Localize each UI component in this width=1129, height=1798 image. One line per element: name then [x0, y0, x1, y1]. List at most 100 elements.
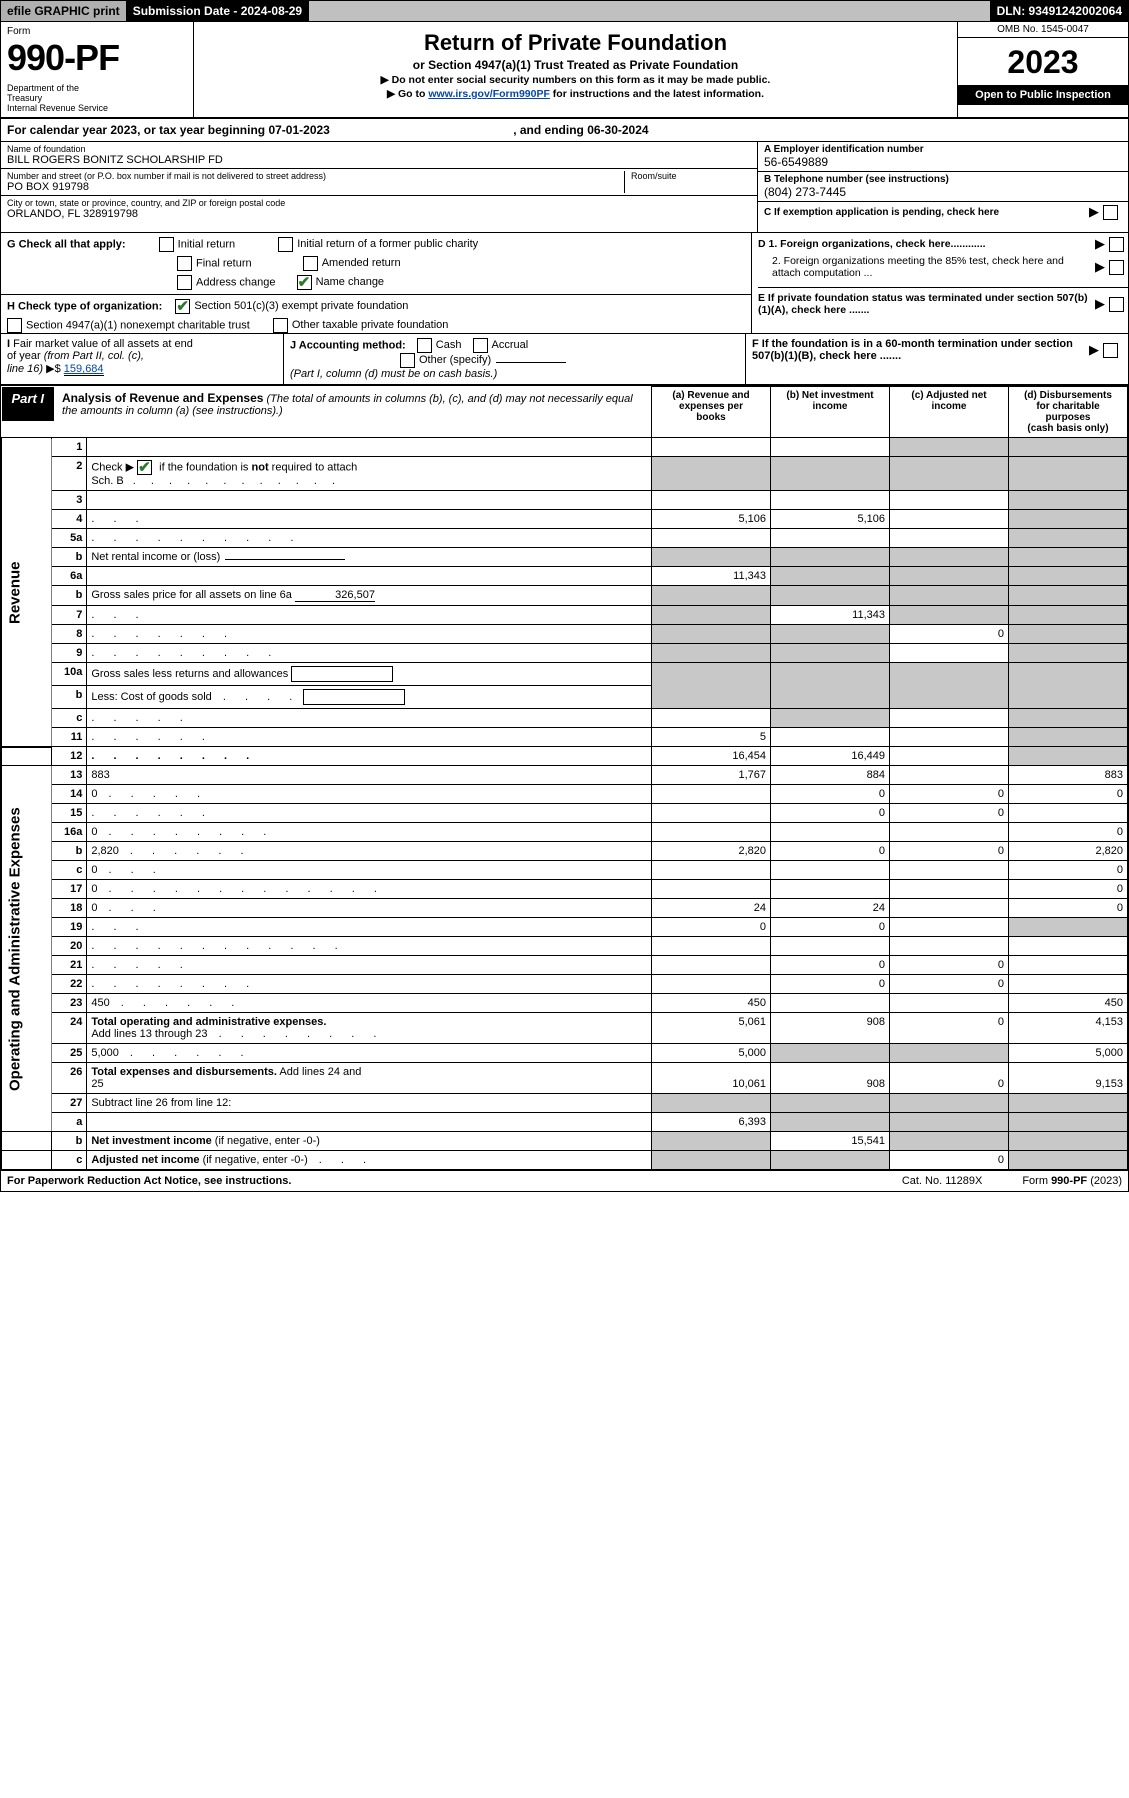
- exemption-pending: C If exemption application is pending, c…: [758, 202, 1128, 232]
- row-25: 5,000 . . . . . .: [87, 1044, 652, 1063]
- checkbox-e[interactable]: [1109, 297, 1124, 312]
- row-7: . . .: [87, 606, 652, 625]
- row-4: . . .: [87, 510, 652, 529]
- row-6a: [87, 567, 652, 586]
- revenue-side-label: Revenue: [2, 438, 52, 747]
- calendar-year-line: For calendar year 2023, or tax year begi…: [1, 119, 1128, 142]
- form-title: Return of Private Foundation: [202, 30, 949, 56]
- row-20: . . . . . . . . . . . .: [87, 937, 652, 956]
- part1-desc: Analysis of Revenue and Expenses (The to…: [54, 387, 651, 421]
- j-section: J Accounting method: Cash Accrual Other …: [284, 334, 746, 384]
- foundation-name-cell: Name of foundation BILL ROGERS BONITZ SC…: [1, 142, 757, 169]
- form-990pf: 990-PF: [7, 37, 119, 78]
- dept-treasury: Department of theTreasuryInternal Revenu…: [7, 83, 187, 113]
- row-12: . . . . . . . .: [87, 747, 652, 766]
- omb-no: OMB No. 1545-0047: [958, 22, 1128, 38]
- part1-label: Part I: [2, 387, 55, 421]
- expenses-side-label: Operating and Administrative Expenses: [2, 766, 52, 1132]
- row-27b: Net investment income (if negative, ente…: [87, 1132, 652, 1151]
- ein-cell: A Employer identification number 56-6549…: [758, 142, 1128, 172]
- f-section: F If the foundation is in a 60-month ter…: [746, 334, 1128, 384]
- row-11: . . . . . .: [87, 728, 652, 747]
- row-27a: [87, 1113, 652, 1132]
- open-inspection: Open to Public Inspection: [958, 85, 1128, 105]
- row-16b: 2,820 . . . . . .: [87, 842, 652, 861]
- efile-label[interactable]: efile GRAPHIC print: [1, 1, 127, 21]
- row-26: Total expenses and disbursements. Add li…: [87, 1063, 652, 1094]
- row-10b: Less: Cost of goods sold . . . .: [87, 686, 652, 709]
- city-cell: City or town, state or province, country…: [1, 196, 757, 222]
- fmv-value[interactable]: 159,684: [64, 363, 104, 376]
- telephone-value: (804) 273-7445: [764, 185, 846, 199]
- row-3: [87, 491, 652, 510]
- row-16c: 0 . . .: [87, 861, 652, 880]
- row-9: . . . . . . . . .: [87, 644, 652, 663]
- room-suite-label: Room/suite: [631, 171, 751, 181]
- checkbox-cash[interactable]: [417, 338, 432, 353]
- row-17: 0 . . . . . . . . . . . . .: [87, 880, 652, 899]
- checkbox-initial-former[interactable]: [278, 237, 293, 252]
- cat-no: Cat. No. 11289X: [902, 1175, 983, 1187]
- submission-date: Submission Date - 2024-08-29: [127, 1, 309, 21]
- row-1: [87, 438, 652, 457]
- foundation-name: BILL ROGERS BONITZ SCHOLARSHIP FD: [7, 154, 751, 166]
- row-2: Check ▶ if the foundation is not require…: [87, 457, 652, 491]
- checkbox-amended[interactable]: [303, 256, 318, 271]
- i-section: I Fair market value of all assets at end…: [1, 334, 284, 384]
- header-right: OMB No. 1545-0047 2023 Open to Public In…: [957, 22, 1128, 117]
- row-10c: . . . . .: [87, 709, 652, 728]
- checkbox-address[interactable]: [177, 275, 192, 290]
- street-address: PO BOX 919798: [7, 181, 624, 193]
- part1-table: Part I Analysis of Revenue and Expenses …: [1, 386, 1128, 1170]
- checkbox-501c3[interactable]: [175, 299, 190, 314]
- row-5a: . . . . . . . . . .: [87, 529, 652, 548]
- col-b-header: (b) Net investmentincome: [771, 387, 890, 438]
- row-15: . . . . . .: [87, 804, 652, 823]
- row-21: . . . . .: [87, 956, 652, 975]
- telephone-cell: B Telephone number (see instructions) (8…: [758, 172, 1128, 202]
- row-14: 0 . . . . .: [87, 785, 652, 804]
- col-c-header: (c) Adjusted netincome: [890, 387, 1009, 438]
- checkbox-name-change[interactable]: [297, 275, 312, 290]
- row-19: . . .: [87, 918, 652, 937]
- top-bar: efile GRAPHIC print Submission Date - 20…: [1, 1, 1128, 22]
- checkbox-other-taxable[interactable]: [273, 318, 288, 333]
- checkbox-accrual[interactable]: [473, 338, 488, 353]
- form-number-box: Form 990-PF Department of theTreasuryInt…: [1, 22, 194, 117]
- form-ref: Form 990-PF (2023): [1022, 1175, 1122, 1187]
- checkbox-d2[interactable]: [1109, 260, 1124, 275]
- checkbox-d1[interactable]: [1109, 237, 1124, 252]
- checkbox-4947[interactable]: [7, 318, 22, 333]
- checkbox-initial[interactable]: [159, 237, 174, 252]
- d-e-section: D 1. Foreign organizations, check here..…: [751, 233, 1128, 333]
- irs-link[interactable]: www.irs.gov/Form990PF: [428, 88, 550, 100]
- checkbox-other[interactable]: [400, 353, 415, 368]
- row-10a: Gross sales less returns and allowances: [87, 663, 652, 686]
- row-8: . . . . . . .: [87, 625, 652, 644]
- col-a-header: (a) Revenue andexpenses perbooks: [652, 387, 771, 438]
- checkbox-c[interactable]: [1103, 205, 1118, 220]
- row-22: . . . . . . . .: [87, 975, 652, 994]
- checkbox-schb[interactable]: [137, 460, 152, 475]
- tax-year: 2023: [958, 38, 1128, 85]
- row-24: Total operating and administrative expen…: [87, 1013, 652, 1044]
- form-subtitle: or Section 4947(a)(1) Trust Treated as P…: [202, 58, 949, 72]
- address-cell: Number and street (or P.O. box number if…: [1, 169, 757, 196]
- checkbox-final[interactable]: [177, 256, 192, 271]
- city-state-zip: ORLANDO, FL 328919798: [7, 208, 751, 220]
- row-27: Subtract line 26 from line 12:: [87, 1094, 652, 1113]
- donot-line: ▶ Do not enter social security numbers o…: [202, 74, 949, 86]
- g-section: G Check all that apply: Initial return I…: [7, 237, 478, 290]
- goto-line: ▶ Go to www.irs.gov/Form990PF for instru…: [202, 88, 949, 100]
- row-27c: Adjusted net income (if negative, enter …: [87, 1151, 652, 1170]
- row-16a: 0 . . . . . . . .: [87, 823, 652, 842]
- ein-value: 56-6549889: [764, 155, 828, 169]
- row-13: 883: [87, 766, 652, 785]
- row-23: 450 . . . . . .: [87, 994, 652, 1013]
- col-d-header: (d) Disbursementsfor charitablepurposes(…: [1009, 387, 1128, 438]
- checkbox-f[interactable]: [1103, 343, 1118, 358]
- arrow-icon: ▶: [1089, 204, 1099, 220]
- header-title-box: Return of Private Foundation or Section …: [194, 22, 957, 117]
- row-18: 0 . . .: [87, 899, 652, 918]
- row-6b: Gross sales price for all assets on line…: [87, 586, 652, 606]
